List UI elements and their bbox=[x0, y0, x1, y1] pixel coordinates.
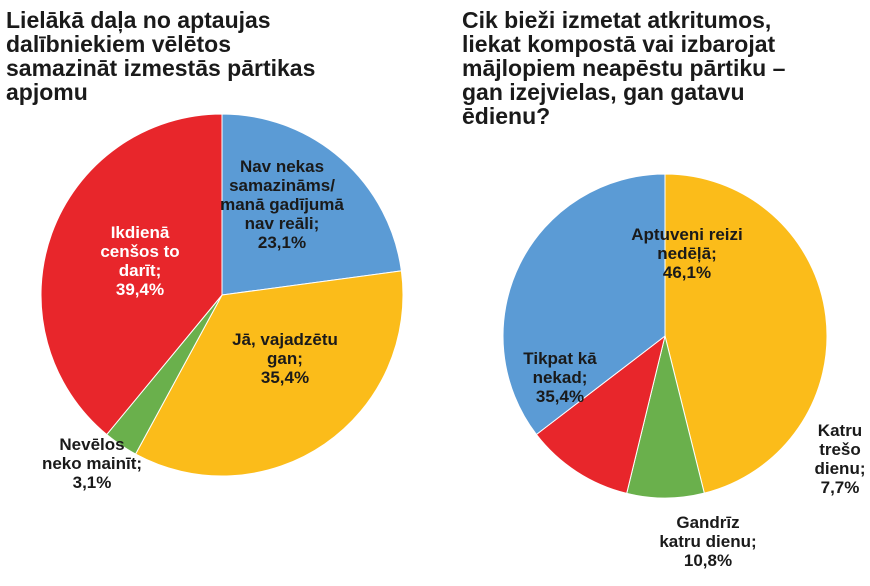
slice-label-0-2: Nevēlos neko mainīt; 3,1% bbox=[42, 435, 142, 492]
slice-label-1-0: Aptuveni reizi nedēļā; 46,1% bbox=[631, 225, 742, 282]
pie-slice-0-1 bbox=[134, 270, 404, 477]
slice-label-0-3: Ikdienā cenšos to darīt; 39,4% bbox=[100, 223, 179, 299]
right-pie-chart: Aptuveni reizi nedēļā; 46,1% Katru trešo dien… bbox=[502, 173, 866, 570]
slice-label-1-2: Gandrīz katru dienu; 10,8% bbox=[659, 513, 756, 570]
pie-slice-0-0 bbox=[221, 113, 402, 296]
pie-slice-1-0 bbox=[664, 173, 828, 494]
left-pie-chart: Nav nekas samazināms/manā gadījumā nav reā… bbox=[40, 113, 404, 492]
slice-label-0-0: Nav nekas samazināms/manā gadījumā nav reā… bbox=[220, 157, 344, 252]
slice-label-0-1: Jā, vajadzētu gan; 35,4% bbox=[232, 330, 338, 387]
slice-label-1-3: Tikpat kā nekad; 35,4% bbox=[523, 349, 597, 406]
pie-slice-0-3 bbox=[40, 113, 223, 436]
pie-slice-1-3 bbox=[502, 173, 666, 436]
pie-slice-1-2 bbox=[535, 334, 666, 495]
slice-label-1-1: Katru trešo dienu; 7,7% bbox=[815, 421, 866, 497]
right-chart-title: Cik bieži izmetat atkritumos, liekat kom… bbox=[462, 7, 786, 129]
left-chart-title: Lielākā daļa no aptaujas dalībniekiem vē… bbox=[6, 7, 316, 105]
